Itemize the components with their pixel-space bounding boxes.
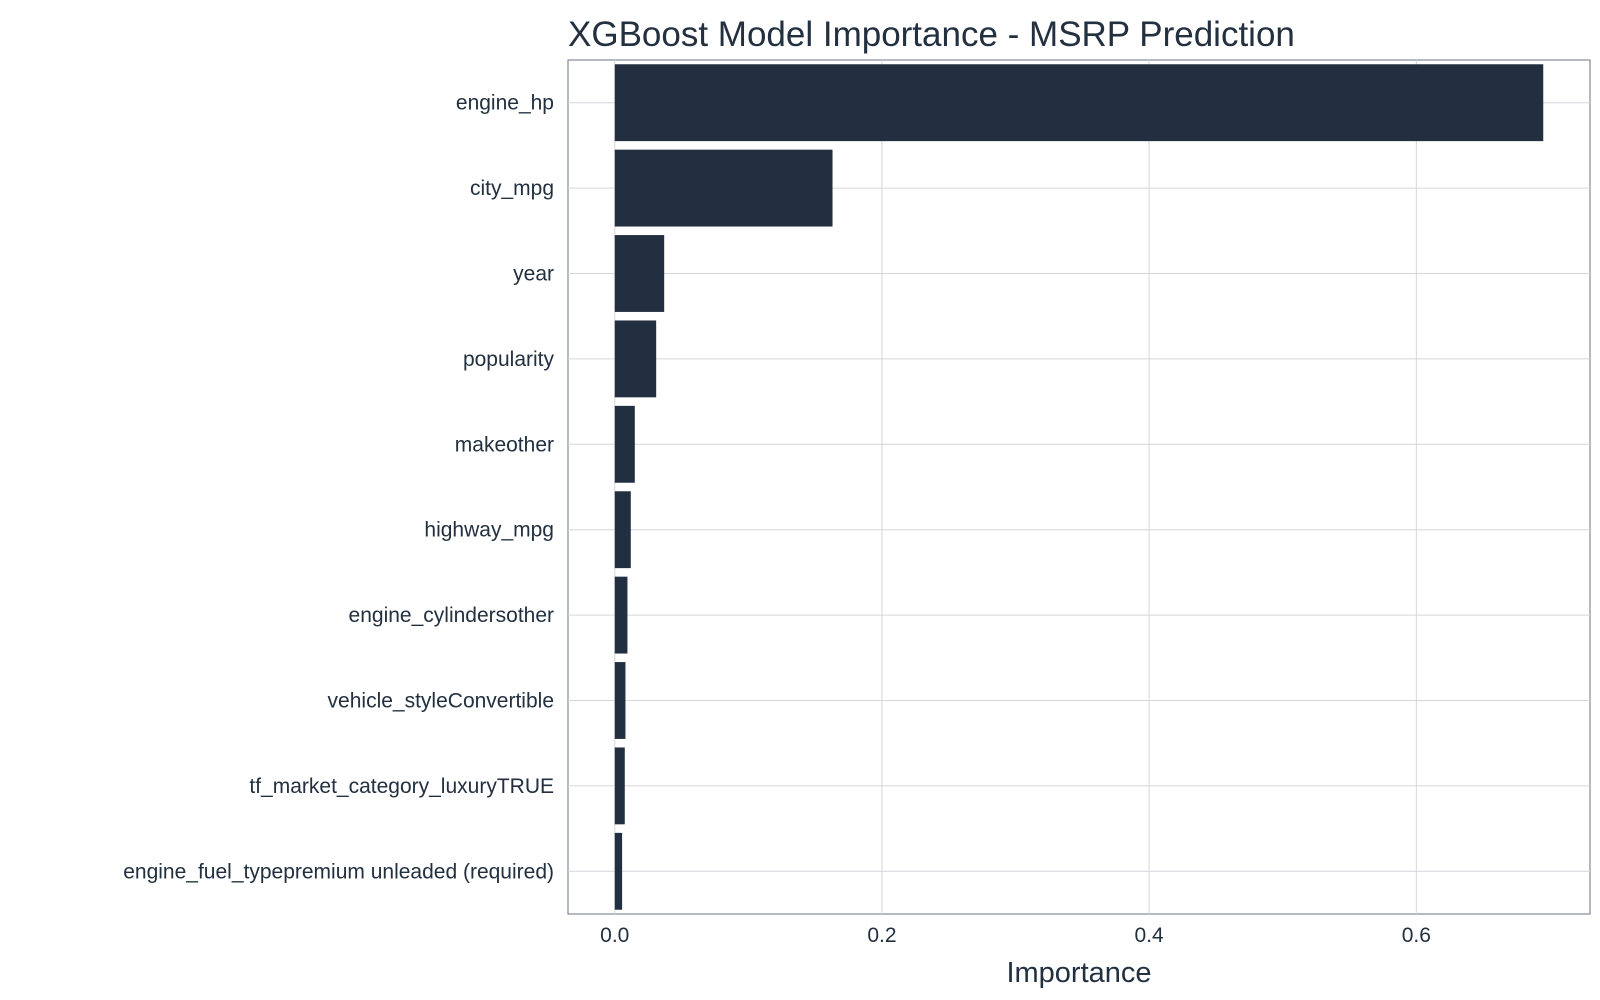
chart-title: XGBoost Model Importance - MSRP Predicti… <box>568 15 1295 54</box>
category-label: highway_mpg <box>424 519 554 542</box>
bar-makeother <box>614 405 635 483</box>
category-label: popularity <box>463 348 555 371</box>
bar-year <box>614 235 665 312</box>
bar-city-mpg <box>614 149 833 227</box>
bar-vehicle-styleconvertible <box>614 662 626 739</box>
category-label: engine_hp <box>456 92 554 115</box>
x-tick-labels: 0.0 0.2 0.4 0.6 <box>600 924 1431 947</box>
x-tick-label: 0.6 <box>1402 924 1431 947</box>
bar-highway-mpg <box>614 491 631 569</box>
x-tick-label: 0.0 <box>600 924 629 947</box>
x-tick-label: 0.4 <box>1135 924 1165 947</box>
bar-engine-cylindersother <box>614 576 628 654</box>
category-label: year <box>513 263 554 286</box>
category-label: city_mpg <box>470 177 554 200</box>
category-label: engine_fuel_typepremium unleaded (requir… <box>123 860 554 883</box>
x-tick-label: 0.2 <box>867 924 896 947</box>
category-label: makeother <box>455 433 554 456</box>
category-label: tf_market_category_luxuryTRUE <box>249 775 554 798</box>
bar-tf-market-category-luxurytrue <box>614 747 625 825</box>
category-label: vehicle_styleConvertible <box>328 690 554 713</box>
bar-engine-fuel-typepremium-unleaded-required- <box>614 832 623 910</box>
x-axis-label: Importance <box>1006 957 1151 989</box>
bars <box>614 64 1544 910</box>
bar-engine-hp <box>614 64 1544 142</box>
category-label: engine_cylindersother <box>349 604 554 627</box>
bar-popularity <box>614 320 657 398</box>
